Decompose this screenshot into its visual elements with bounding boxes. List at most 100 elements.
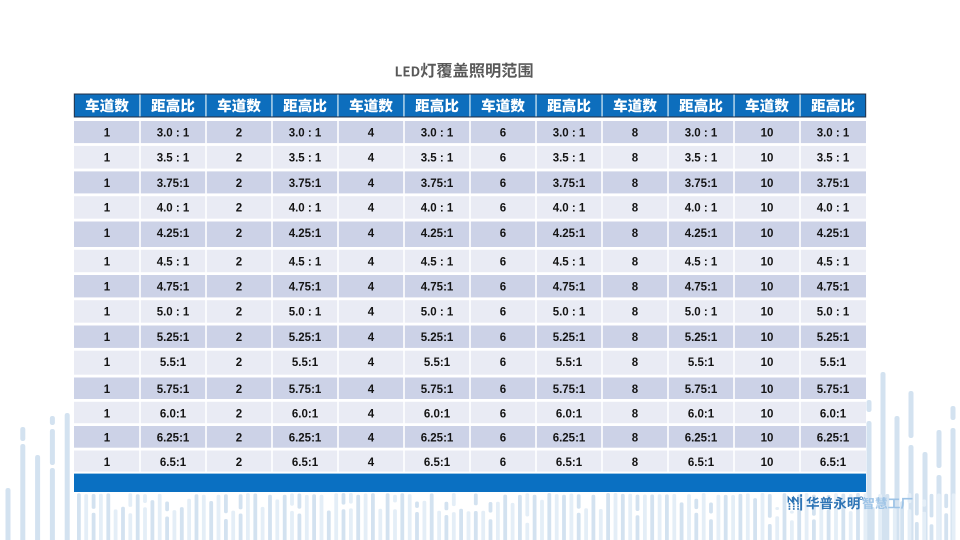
- svg-text:6: 6: [500, 433, 506, 445]
- svg-text:5.0 : 1: 5.0 : 1: [157, 307, 190, 319]
- svg-text:4.0 : 1: 4.0 : 1: [553, 203, 586, 215]
- svg-text:3.5 : 1: 3.5 : 1: [289, 152, 322, 164]
- svg-text:8: 8: [632, 282, 639, 294]
- svg-text:8: 8: [632, 457, 639, 469]
- svg-text:3.75:1: 3.75:1: [421, 178, 454, 190]
- svg-text:4.0 : 1: 4.0 : 1: [157, 203, 190, 215]
- svg-text:4: 4: [368, 307, 375, 319]
- svg-text:2: 2: [236, 384, 242, 396]
- svg-text:6: 6: [500, 384, 506, 396]
- svg-text:4.5 : 1: 4.5 : 1: [157, 256, 190, 268]
- svg-text:4.5 : 1: 4.5 : 1: [553, 256, 586, 268]
- svg-text:5.25:1: 5.25:1: [157, 332, 190, 344]
- svg-text:6.0:1: 6.0:1: [820, 408, 847, 420]
- svg-text:4: 4: [368, 408, 375, 420]
- svg-text:5.75:1: 5.75:1: [685, 384, 718, 396]
- svg-text:6.25:1: 6.25:1: [685, 433, 718, 445]
- svg-text:2: 2: [236, 128, 242, 140]
- svg-text:4.75:1: 4.75:1: [289, 282, 322, 294]
- svg-text:3.5 : 1: 3.5 : 1: [817, 152, 850, 164]
- svg-text:5.75:1: 5.75:1: [157, 384, 190, 396]
- svg-text:3.0 : 1: 3.0 : 1: [157, 128, 190, 140]
- svg-text:4: 4: [368, 282, 375, 294]
- svg-text:3.5 : 1: 3.5 : 1: [421, 152, 454, 164]
- svg-text:1: 1: [104, 307, 111, 319]
- svg-text:8: 8: [632, 408, 639, 420]
- svg-text:2: 2: [236, 357, 242, 369]
- svg-text:5.25:1: 5.25:1: [289, 332, 322, 344]
- svg-text:6: 6: [500, 203, 506, 215]
- svg-text:2: 2: [236, 332, 242, 344]
- svg-text:3.75:1: 3.75:1: [685, 178, 718, 190]
- svg-text:5.0 : 1: 5.0 : 1: [289, 307, 322, 319]
- svg-text:6.0:1: 6.0:1: [424, 408, 451, 420]
- svg-text:4.25:1: 4.25:1: [421, 228, 454, 240]
- svg-text:4: 4: [368, 433, 375, 445]
- svg-text:4: 4: [368, 203, 375, 215]
- svg-text:6: 6: [500, 408, 506, 420]
- svg-text:8: 8: [632, 203, 639, 215]
- svg-text:4.5 : 1: 4.5 : 1: [685, 256, 718, 268]
- svg-text:4: 4: [368, 357, 375, 369]
- svg-text:6.5:1: 6.5:1: [424, 457, 451, 469]
- svg-text:8: 8: [632, 228, 639, 240]
- svg-text:6: 6: [500, 357, 506, 369]
- svg-text:6.0:1: 6.0:1: [556, 408, 583, 420]
- svg-text:6: 6: [500, 307, 506, 319]
- svg-text:6: 6: [500, 282, 506, 294]
- svg-text:4.25:1: 4.25:1: [553, 228, 586, 240]
- svg-text:3.75:1: 3.75:1: [817, 178, 850, 190]
- svg-text:5.25:1: 5.25:1: [421, 332, 454, 344]
- svg-text:4: 4: [368, 332, 375, 344]
- svg-text:5.0 : 1: 5.0 : 1: [421, 307, 454, 319]
- svg-text:3.5 : 1: 3.5 : 1: [553, 152, 586, 164]
- svg-text:5.5:1: 5.5:1: [820, 357, 847, 369]
- svg-text:1: 1: [104, 152, 111, 164]
- svg-text:5.25:1: 5.25:1: [553, 332, 586, 344]
- svg-text:4.0 : 1: 4.0 : 1: [685, 203, 718, 215]
- svg-text:2: 2: [236, 408, 242, 420]
- svg-text:10: 10: [761, 457, 774, 469]
- svg-text:1: 1: [104, 457, 111, 469]
- svg-text:4.5 : 1: 4.5 : 1: [289, 256, 322, 268]
- svg-text:3.5 : 1: 3.5 : 1: [157, 152, 190, 164]
- svg-text:5.25:1: 5.25:1: [817, 332, 850, 344]
- svg-text:5.5:1: 5.5:1: [424, 357, 451, 369]
- svg-text:6.0:1: 6.0:1: [160, 408, 187, 420]
- svg-text:8: 8: [632, 357, 639, 369]
- svg-text:4.75:1: 4.75:1: [817, 282, 850, 294]
- svg-text:3.0 : 1: 3.0 : 1: [553, 128, 586, 140]
- svg-text:10: 10: [761, 152, 774, 164]
- svg-text:6: 6: [500, 178, 506, 190]
- svg-text:6: 6: [500, 228, 506, 240]
- svg-text:3.5 : 1: 3.5 : 1: [685, 152, 718, 164]
- svg-text:10: 10: [761, 332, 774, 344]
- svg-text:1: 1: [104, 228, 111, 240]
- svg-text:10: 10: [761, 282, 774, 294]
- svg-text:4: 4: [368, 256, 375, 268]
- svg-text:5.75:1: 5.75:1: [553, 384, 586, 396]
- svg-text:6: 6: [500, 256, 506, 268]
- svg-text:3.0 : 1: 3.0 : 1: [289, 128, 322, 140]
- svg-text:6.25:1: 6.25:1: [421, 433, 454, 445]
- svg-text:1: 1: [104, 203, 111, 215]
- svg-text:6: 6: [500, 332, 506, 344]
- svg-text:4.5 : 1: 4.5 : 1: [817, 256, 850, 268]
- svg-text:5.0 : 1: 5.0 : 1: [817, 307, 850, 319]
- svg-text:4.25:1: 4.25:1: [157, 228, 190, 240]
- svg-text:8: 8: [632, 384, 639, 396]
- svg-text:6.5:1: 6.5:1: [292, 457, 319, 469]
- svg-text:5.5:1: 5.5:1: [160, 357, 187, 369]
- svg-text:4.75:1: 4.75:1: [157, 282, 190, 294]
- svg-text:2: 2: [236, 282, 242, 294]
- svg-text:10: 10: [761, 178, 774, 190]
- svg-text:2: 2: [236, 307, 242, 319]
- svg-text:10: 10: [761, 307, 774, 319]
- svg-text:4.0 : 1: 4.0 : 1: [817, 203, 850, 215]
- svg-text:4: 4: [368, 128, 375, 140]
- svg-text:10: 10: [761, 256, 774, 268]
- svg-text:5.5:1: 5.5:1: [556, 357, 583, 369]
- svg-text:10: 10: [761, 228, 774, 240]
- svg-text:4: 4: [368, 152, 375, 164]
- svg-text:6: 6: [500, 457, 506, 469]
